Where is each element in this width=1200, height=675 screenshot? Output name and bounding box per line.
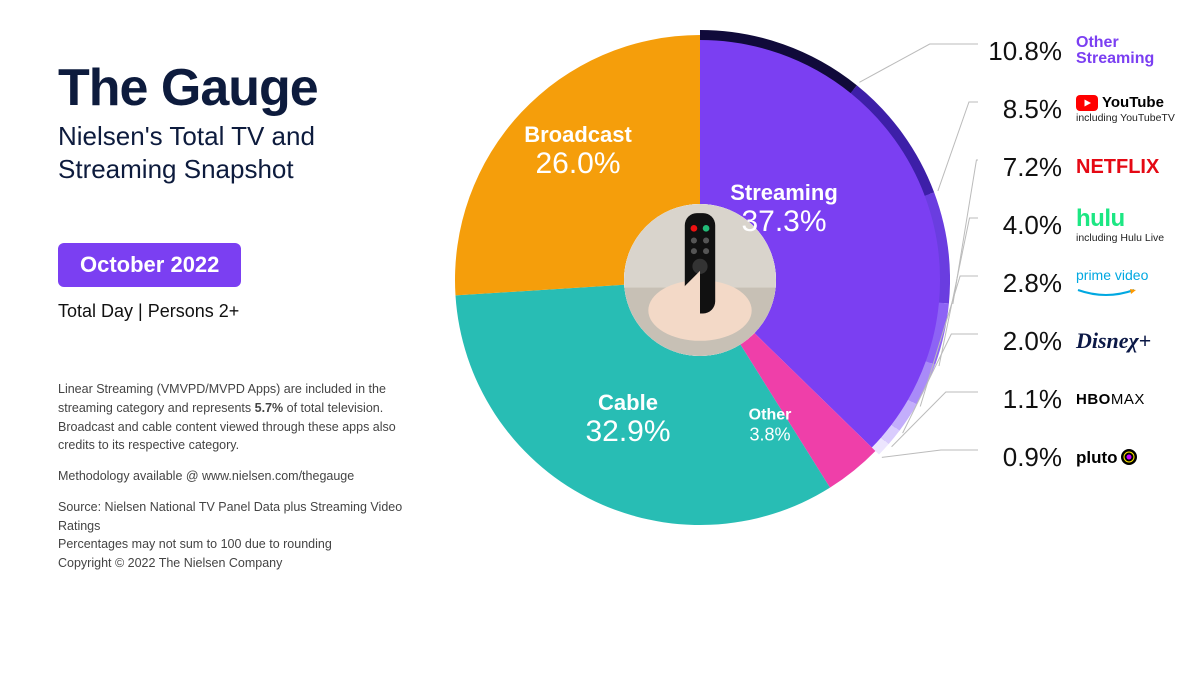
page-subtitle: Nielsen's Total TV and Streaming Snapsho… — [58, 120, 438, 185]
legend-row-disney: 2.0% Disneχ+ — [980, 312, 1190, 370]
footnote-block: Linear Streaming (VMVPD/MVPD Apps) are i… — [58, 380, 418, 573]
donut-chart: Streaming37.3% Other3.8% Cable32.9% Broadca… — [450, 30, 950, 530]
brand-other-streaming: OtherStreaming — [1076, 35, 1154, 67]
legend-pct-pluto: 0.9% — [980, 442, 1062, 473]
legend-row-hulu: 4.0% huluincluding Hulu Live — [980, 196, 1190, 254]
slice-label-other: Other3.8% — [749, 406, 792, 445]
legend-row-youtube: 8.5% YouTubeincluding YouTubeTV — [980, 80, 1190, 138]
slice-label-cable: Cable32.9% — [585, 390, 670, 450]
footnote-p1: Linear Streaming (VMVPD/MVPD Apps) are i… — [58, 380, 418, 455]
prime-smile-icon — [1076, 288, 1136, 298]
brand-netflix: NETFLIX — [1076, 157, 1159, 177]
brand-pluto-tv: pluto — [1076, 448, 1138, 466]
brand-disney-plus: Disneχ+ — [1076, 330, 1151, 352]
audience-line: Total Day | Persons 2+ — [58, 301, 438, 322]
footnote-p5: Copyright © 2022 The Nielsen Company — [58, 554, 418, 573]
legend-pct-hbomax: 1.1% — [980, 384, 1062, 415]
pluto-icon — [1120, 448, 1138, 466]
footnote-p2: Methodology available @ www.nielsen.com/… — [58, 467, 418, 486]
brand-hulu: huluincluding Hulu Live — [1076, 207, 1164, 244]
page-title: The Gauge — [58, 62, 438, 114]
left-column: The Gauge Nielsen's Total TV and Streami… — [58, 62, 438, 573]
slice-label-streaming: Streaming37.3% — [730, 180, 838, 240]
brand-prime-video: prime video — [1076, 265, 1148, 301]
legend-pct-prime: 2.8% — [980, 268, 1062, 299]
youtube-icon — [1076, 95, 1098, 111]
legend-row-pluto: 0.9% pluto — [980, 428, 1190, 486]
slice-label-broadcast: Broadcast26.0% — [524, 122, 632, 182]
footnote-p3: Source: Nielsen National TV Panel Data p… — [58, 498, 418, 536]
brand-youtube: YouTubeincluding YouTubeTV — [1076, 95, 1175, 124]
legend-row-other: 10.8% OtherStreaming — [980, 22, 1190, 80]
legend-pct-netflix: 7.2% — [980, 152, 1062, 183]
date-badge: October 2022 — [58, 243, 241, 287]
footnote-p4: Percentages may not sum to 100 due to ro… — [58, 535, 418, 554]
brand-hbo-max: HBOMAX — [1076, 392, 1145, 407]
legend-row-prime: 2.8% prime video — [980, 254, 1190, 312]
legend-pct-hulu: 4.0% — [980, 210, 1062, 241]
legend-row-hbomax: 1.1% HBOMAX — [980, 370, 1190, 428]
legend-pct-other: 10.8% — [980, 36, 1062, 67]
legend-pct-youtube: 8.5% — [980, 94, 1062, 125]
legend-row-netflix: 7.2% NETFLIX — [980, 138, 1190, 196]
legend-pct-disney: 2.0% — [980, 326, 1062, 357]
streaming-legend: 10.8% OtherStreaming 8.5% YouTubeincluding … — [980, 22, 1190, 486]
footnote-p1-bold: 5.7% — [255, 401, 284, 415]
leader-line-2 — [953, 160, 978, 304]
